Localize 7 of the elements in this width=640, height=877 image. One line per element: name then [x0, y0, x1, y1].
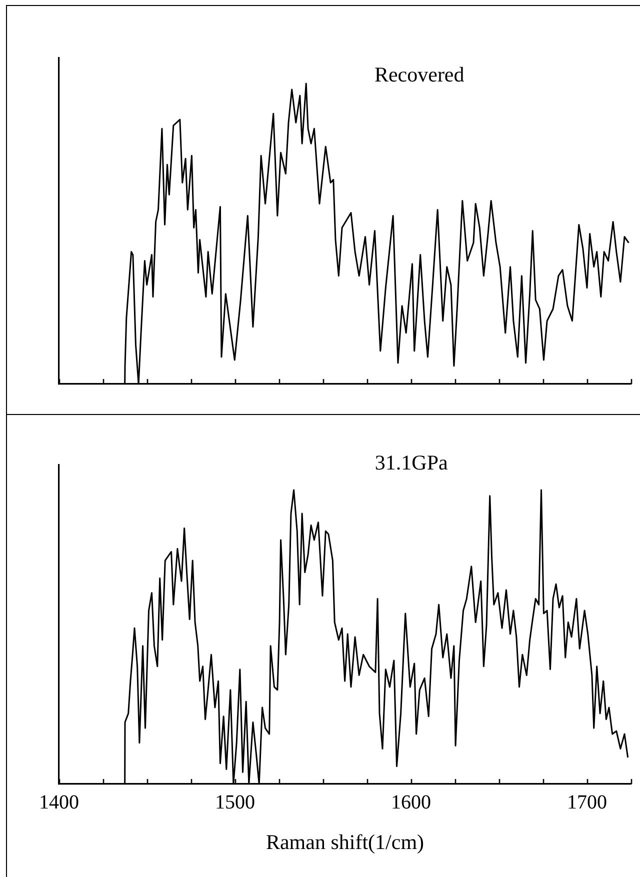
x-axis-title: Raman shift(1/cm) [266, 830, 424, 854]
text: 31.1GPa [374, 450, 448, 475]
x-tick-label: 1700 [567, 791, 607, 814]
x-tick-label: 1400 [39, 791, 79, 814]
x-tick-label: 1500 [215, 791, 255, 814]
x-tick-label: 1600 [391, 791, 431, 814]
text: Recovered [374, 62, 465, 87]
